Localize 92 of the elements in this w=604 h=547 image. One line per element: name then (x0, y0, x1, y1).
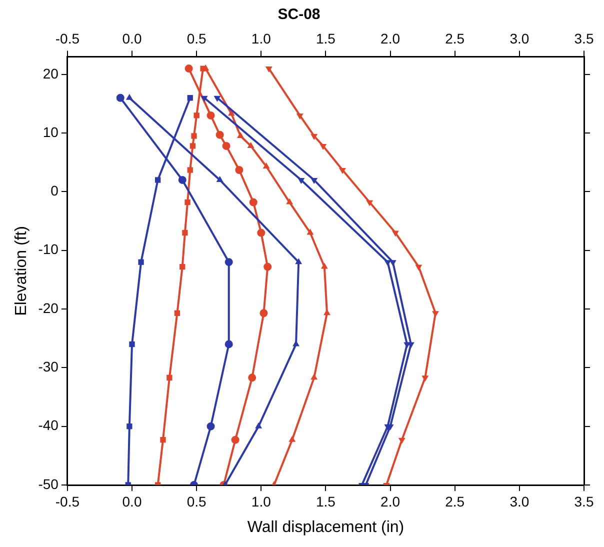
chart-title: SC-08 (278, 6, 320, 24)
point (310, 178, 318, 184)
point (298, 178, 305, 184)
point (190, 143, 196, 149)
point (389, 260, 396, 266)
x-axis-title: Wall displacement (in) (247, 518, 404, 536)
y-tick-label: 0 (50, 182, 59, 199)
point (260, 309, 268, 318)
y-axis-title: Elevation (ft) (13, 226, 30, 316)
x2-tick-label: 1.0 (251, 30, 272, 46)
point (180, 264, 186, 270)
point (320, 262, 328, 269)
point (166, 374, 172, 380)
point (255, 422, 262, 428)
point (320, 144, 327, 150)
point (214, 96, 221, 102)
point (184, 64, 193, 73)
y-tick-label: 10 (42, 124, 59, 140)
point (235, 166, 244, 174)
point (264, 262, 272, 271)
x2-tick-label: 0.5 (186, 30, 207, 46)
y-tick-label: 20 (42, 65, 59, 82)
x-tick-label: 3.0 (510, 493, 530, 510)
point (155, 177, 161, 183)
y-tick-label: -40 (38, 417, 59, 434)
point (224, 340, 233, 348)
x-tick-label: 0.0 (122, 493, 142, 510)
point (265, 66, 272, 73)
point (231, 436, 240, 444)
point (262, 162, 270, 168)
point (182, 230, 188, 236)
point (295, 258, 302, 264)
point (392, 230, 399, 237)
x2-tick-label: 3.5 (574, 30, 594, 46)
x2-tick-label: 1.5 (316, 30, 336, 46)
x2-tick-label: 2.5 (445, 30, 465, 46)
point (432, 311, 439, 318)
x-tick-label: 1.0 (251, 493, 272, 510)
point (178, 176, 186, 184)
point (306, 228, 314, 235)
point (187, 95, 193, 101)
point (398, 438, 406, 444)
point (310, 134, 318, 140)
point (191, 133, 197, 139)
point (174, 310, 180, 316)
point (339, 168, 346, 174)
point (116, 94, 124, 102)
x2-tick-label: 0.0 (122, 30, 142, 46)
point (126, 94, 133, 100)
point (248, 374, 256, 382)
point (184, 199, 190, 206)
y-tick-label: -10 (38, 241, 59, 258)
point (206, 422, 215, 430)
point (200, 66, 206, 72)
point (216, 130, 224, 139)
y-tick-label: -20 (38, 300, 59, 316)
point (324, 309, 330, 316)
point (187, 167, 193, 173)
x-tick-label: 3.5 (574, 493, 594, 510)
x-tick-label: -0.5 (55, 493, 80, 510)
point (415, 264, 422, 271)
x2-tick-label: 3.0 (510, 30, 530, 46)
y-tick-label: -30 (38, 358, 59, 375)
point (257, 228, 266, 237)
point (384, 260, 392, 266)
point (206, 111, 215, 120)
point (126, 424, 132, 430)
point (160, 437, 166, 443)
point (200, 96, 208, 102)
point (366, 200, 374, 206)
x-tick-label: 0.5 (186, 493, 207, 510)
point (247, 142, 254, 148)
x2-tick-label: 2.0 (380, 30, 400, 46)
point (249, 198, 258, 206)
point (237, 132, 244, 138)
point (310, 374, 318, 380)
y-tick-label: -50 (38, 476, 59, 492)
point (296, 113, 304, 120)
point (194, 112, 200, 118)
point (222, 142, 230, 150)
point (216, 176, 224, 182)
point (422, 376, 429, 382)
point (138, 259, 144, 265)
point (224, 258, 233, 266)
x-tick-label: 2.0 (380, 493, 400, 510)
point (288, 436, 296, 442)
x-tick-label: 1.5 (316, 493, 336, 510)
point (286, 198, 294, 204)
x2-tick-label: -0.5 (55, 30, 80, 46)
point (292, 340, 300, 346)
point (129, 341, 135, 348)
x-tick-label: 2.5 (445, 493, 465, 510)
